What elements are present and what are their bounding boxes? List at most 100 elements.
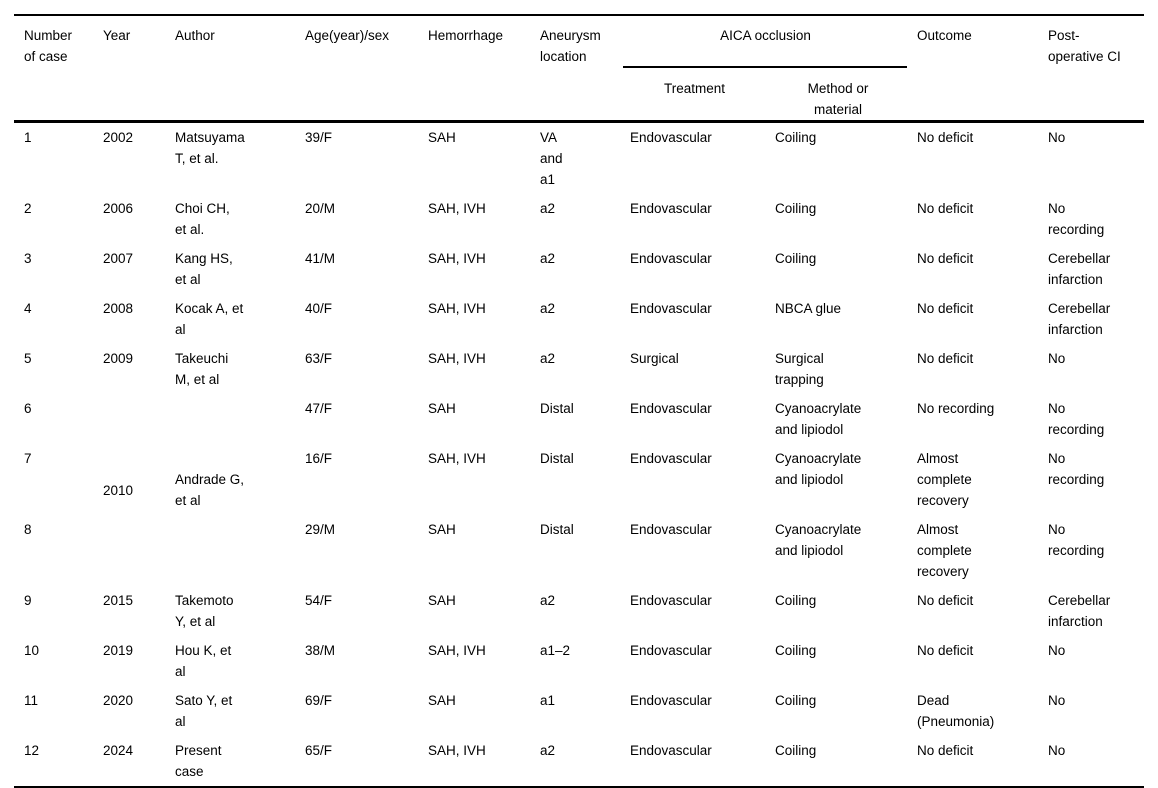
table-row-7: 7 16/F SAH, IVH Distal Endovascular Cyan… (14, 444, 1144, 515)
cell-method-material: Cyanoacrylate and lipiodol (775, 451, 862, 487)
cell-author: Matsuyama T, et al. (175, 130, 245, 166)
table-row-6: 6 2010 Andrade G, et al 47/F SAH Distal … (14, 394, 1144, 508)
cell-postoperative-ci: Cerebellar infarction (1048, 251, 1111, 287)
cell-aneurysm-location: a2 (540, 251, 556, 266)
cell-method-material: Coiling (775, 693, 817, 708)
header-row-main: Number of case Year Author Age(year)/sex… (14, 15, 1145, 123)
cell-outcome: No deficit (917, 643, 974, 658)
cell-treatment: Endovascular (630, 451, 712, 466)
cell-author: Present case (175, 743, 222, 779)
case-report-table-container: Number of case Year Author Age(year)/sex… (14, 14, 1145, 788)
cell-hemorrhage: SAH (428, 593, 456, 608)
cell-author-merged: Andrade G, et al (175, 472, 245, 508)
cell-postoperative-ci: No (1048, 130, 1066, 145)
cell-author: Choi CH, et al. (175, 201, 230, 237)
table-row-5: 5 2009 Takeuchi M, et al 63/F SAH, IVH a… (14, 344, 1144, 394)
cell-hemorrhage: SAH, IVH (428, 351, 486, 366)
cell-aneurysm-location: VA and a1 (540, 130, 563, 187)
cell-age-sex: 39/F (305, 130, 333, 145)
cell-method-material: Cyanoacrylate and lipiodol (775, 522, 862, 558)
table-body: 1 2002 Matsuyama T, et al. 39/F SAH VA a… (14, 122, 1144, 788)
cell-treatment: Endovascular (630, 251, 712, 266)
cell-case-number: 11 (24, 693, 39, 708)
cell-aneurysm-location: a1 (540, 693, 556, 708)
table-row-2: 2 2006 Choi CH, et al. 20/M SAH, IVH a2 … (14, 194, 1144, 244)
col-header-number-of-case: Number of case (14, 15, 93, 123)
cell-postoperative-ci: No (1048, 743, 1066, 758)
cell-year: 2024 (103, 743, 134, 758)
cell-aneurysm-location: a2 (540, 301, 556, 316)
cell-treatment: Endovascular (630, 401, 712, 416)
cell-author: Takemoto Y, et al (175, 593, 234, 629)
cell-case-number: 6 (24, 401, 32, 416)
cell-treatment: Endovascular (630, 743, 712, 758)
cell-method-material: Coiling (775, 643, 817, 658)
cell-treatment: Endovascular (630, 643, 712, 658)
cell-case-number: 2 (24, 201, 32, 216)
cell-treatment: Endovascular (630, 522, 712, 537)
cell-postoperative-ci: No recording (1048, 201, 1105, 237)
cell-year: 2008 (103, 301, 134, 316)
cell-age-sex: 38/M (305, 643, 336, 658)
cell-case-number: 5 (24, 351, 32, 366)
cell-method-material: Coiling (775, 201, 817, 216)
cell-aneurysm-location: a1–2 (540, 643, 571, 658)
cell-aneurysm-location: Distal (540, 522, 574, 537)
table-row-10: 10 2019 Hou K, et al 38/M SAH, IVH a1–2 … (14, 636, 1144, 686)
cell-author: Kang HS, et al (175, 251, 233, 287)
case-table: Number of case Year Author Age(year)/sex… (14, 14, 1145, 788)
cell-aneurysm-location: a2 (540, 743, 556, 758)
cell-method-material: Surgical trapping (775, 351, 824, 387)
cell-outcome: No deficit (917, 130, 974, 145)
table-header: Number of case Year Author Age(year)/sex… (14, 15, 1145, 123)
cell-aneurysm-location: Distal (540, 401, 574, 416)
aica-group-rule (623, 66, 908, 68)
cell-aneurysm-location: a2 (540, 351, 556, 366)
col-header-author: Author (165, 15, 295, 123)
col-header-aneurysm-location: Aneurysm location (530, 15, 620, 123)
cell-age-sex: 41/M (305, 251, 336, 266)
cell-method-material: Coiling (775, 251, 817, 266)
cell-year: 2015 (103, 593, 134, 608)
cell-postoperative-ci: Cerebellar infarction (1048, 593, 1111, 629)
cell-hemorrhage: SAH, IVH (428, 643, 486, 658)
cell-hemorrhage: SAH, IVH (428, 743, 486, 758)
cell-case-number: 9 (24, 593, 32, 608)
cell-age-sex: 69/F (305, 693, 333, 708)
cell-outcome: No deficit (917, 201, 974, 216)
cell-postoperative-ci: No (1048, 351, 1066, 366)
cell-postoperative-ci: No (1048, 643, 1066, 658)
cell-method-material: NBCA glue (775, 301, 842, 316)
cell-hemorrhage: SAH (428, 693, 456, 708)
cell-age-sex: 63/F (305, 351, 333, 366)
cell-aneurysm-location: a2 (540, 201, 556, 216)
cell-year: 2019 (103, 643, 134, 658)
cell-aneurysm-location: a2 (540, 593, 556, 608)
cell-postoperative-ci: No recording (1048, 451, 1105, 487)
cell-method-material: Coiling (775, 743, 817, 758)
cell-aneurysm-location: Distal (540, 451, 574, 466)
cell-hemorrhage: SAH (428, 401, 456, 416)
cell-outcome: Almost complete recovery (917, 522, 972, 579)
cell-year: 2006 (103, 201, 134, 216)
col-header-age-sex: Age(year)/sex (295, 15, 418, 123)
cell-postoperative-ci: Cerebellar infarction (1048, 301, 1111, 337)
cell-year: 2007 (103, 251, 134, 266)
cell-method-material: Cyanoacrylate and lipiodol (775, 401, 862, 437)
cell-outcome: No deficit (917, 251, 974, 266)
header-row-sub: Treatment Method or material (14, 68, 1144, 123)
table-row-4: 4 2008 Kocak A, et al 40/F SAH, IVH a2 E… (14, 294, 1144, 344)
cell-year: 2009 (103, 351, 134, 366)
col-header-outcome: Outcome (907, 15, 1039, 123)
cell-method-material: Coiling (775, 593, 817, 608)
subcol-header-treatment: Treatment (620, 68, 765, 123)
cell-outcome: Dead (Pneumonia) (917, 693, 995, 729)
cell-author: Hou K, et al (175, 643, 232, 679)
cell-postoperative-ci: No recording (1048, 401, 1105, 437)
cell-case-number: 3 (24, 251, 32, 266)
cell-case-number: 10 (24, 643, 40, 658)
cell-postoperative-ci: No (1048, 693, 1066, 708)
cell-outcome: No deficit (917, 351, 974, 366)
table-row-3: 3 2007 Kang HS, et al 41/M SAH, IVH a2 E… (14, 244, 1144, 294)
cell-age-sex: 20/M (305, 201, 336, 216)
